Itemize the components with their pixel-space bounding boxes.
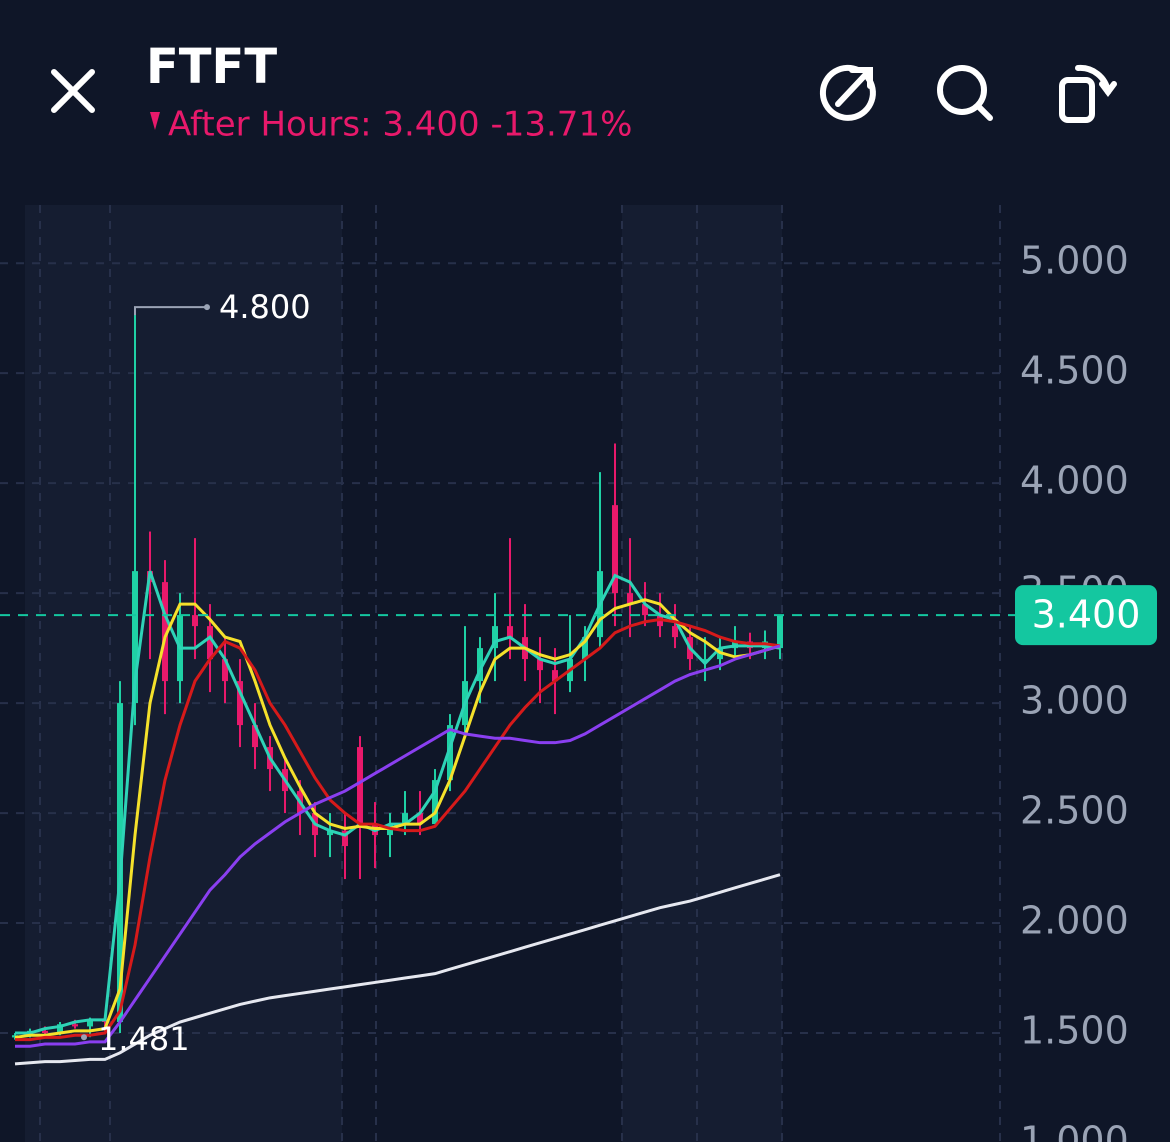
y-tick-label: 5.000 [1020,239,1129,283]
search-button[interactable] [937,65,993,121]
max-label: 4.800 [219,288,311,326]
candle-body [777,615,783,649]
candle-body [642,604,648,616]
candle-body [222,659,228,682]
candle-body [162,582,168,682]
session-band [25,205,342,1142]
y-tick-label: 1.500 [1020,1009,1129,1053]
rotate-button[interactable] [1059,64,1117,123]
max-dot [204,304,210,311]
candle-body [207,626,213,660]
candle-body [327,830,333,836]
candle-body [672,626,678,638]
candle-body [132,571,138,704]
candle-body [72,1024,78,1027]
close-button[interactable] [51,69,95,113]
after-hours: After Hours: 3.400 -13.71% [168,105,632,145]
candle-body [192,615,198,627]
candle-body [432,780,438,825]
ticker: FTFT [146,39,277,95]
candle-body [702,659,708,661]
price-tag-label: 3.400 [1032,593,1141,637]
candle-body [537,659,543,671]
y-tick-label: 2.500 [1020,789,1129,833]
session-band [622,205,782,1142]
max-leader [134,306,205,316]
candle-body [582,637,588,660]
candle-body [477,648,483,682]
y-tick-label: 1.000 [1020,1119,1129,1142]
y-tick-label: 4.500 [1020,349,1129,393]
price-tag [1015,585,1157,646]
candle-body [507,626,513,638]
moving-average [15,617,781,1042]
candle-body [402,813,408,825]
candle-body [447,725,453,781]
candle-body [252,725,258,748]
plot: 4.800 1.481 [0,262,1000,1066]
candle-body [357,747,363,825]
candle-body [42,1030,48,1034]
share-button[interactable] [819,64,876,121]
candle-body [87,1019,93,1027]
y-tick-label: 4.000 [1020,459,1129,503]
min-dot [81,1034,87,1041]
y-tick-label: 3.000 [1020,679,1129,723]
candle-body [492,626,498,649]
candle-body [627,593,633,605]
moving-average [15,570,781,1035]
candle-body [57,1024,63,1034]
y-tick-label: 2.000 [1020,899,1129,943]
candle-body [342,830,348,847]
moving-average [14,598,781,1039]
moving-average [15,644,781,1048]
candle-body [417,813,423,825]
candle-body [612,505,618,594]
candle-body [237,681,243,726]
moving-average [14,873,781,1066]
candle-body [552,670,558,682]
min-label: 1.481 [98,1020,190,1058]
down-arrow [150,112,160,130]
